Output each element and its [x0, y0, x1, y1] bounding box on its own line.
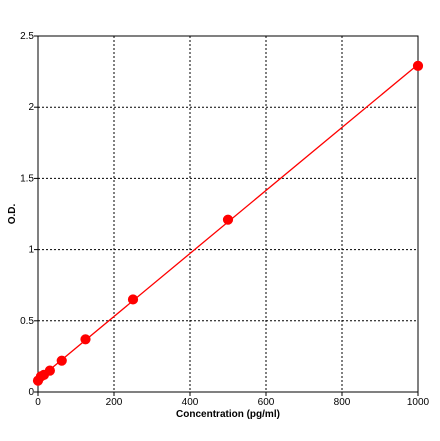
y-tick-label: 0	[28, 387, 34, 398]
x-tick-label: 800	[334, 397, 351, 408]
x-tick-labels: 0 200 400 600 800 1000	[35, 397, 429, 408]
plot-frame	[37, 35, 419, 393]
x-tick-label: 200	[106, 397, 123, 408]
axes	[34, 35, 419, 396]
data-point	[56, 355, 67, 366]
y-tick-label: 1.5	[20, 173, 34, 184]
y-tick-label: 0.5	[20, 316, 34, 327]
series-layer	[32, 60, 424, 386]
x-tick-label: 0	[35, 397, 41, 408]
y-tick-label: 1	[28, 245, 34, 256]
data-point	[127, 294, 139, 305]
data-point	[44, 365, 55, 376]
data-point	[80, 334, 91, 345]
x-tick-label: 1000	[407, 397, 430, 408]
x-tick-label: 400	[182, 397, 199, 408]
data-point	[222, 214, 234, 225]
plot-area	[38, 36, 418, 392]
grid-lines	[38, 36, 418, 392]
y-tick-labels: 0 0.5 1 1.5 2 2.5	[20, 31, 34, 398]
y-tick-label: 2.5	[20, 31, 34, 42]
x-axis-label: Concentration (pg/ml)	[176, 409, 280, 420]
y-tick-label: 2	[28, 102, 34, 113]
x-tick-label: 600	[258, 397, 275, 408]
y-axis-label: O.D.	[7, 204, 18, 225]
data-point	[412, 60, 424, 72]
